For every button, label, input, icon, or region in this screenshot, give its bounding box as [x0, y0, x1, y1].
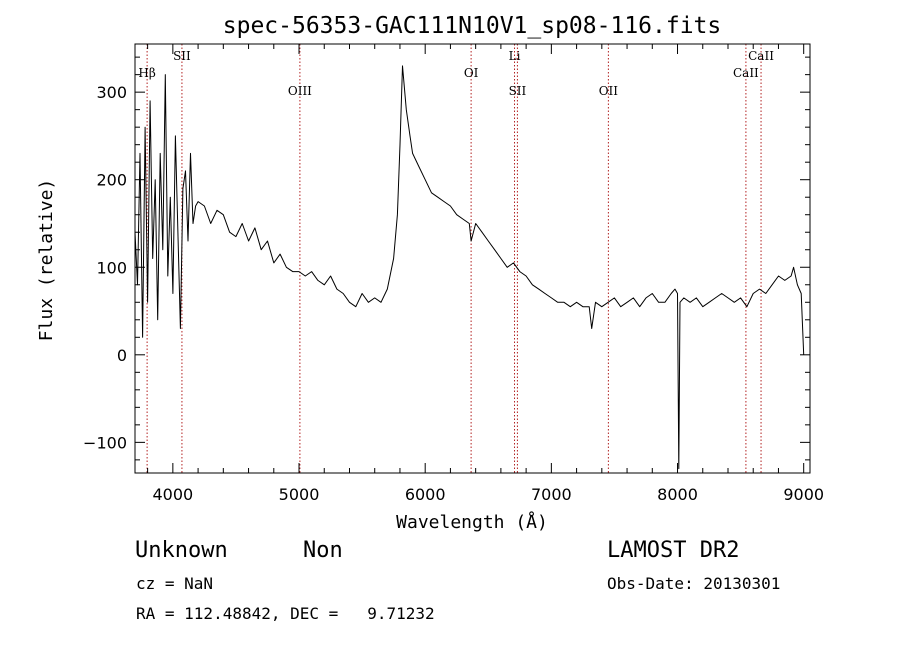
spectral-line-label: Hβ — [138, 66, 155, 80]
x-tick-label: 6000 — [405, 485, 446, 504]
sky-coordinates: RA = 112.48842, DEC = 9.71232 — [136, 604, 435, 623]
y-tick-label: 200 — [96, 171, 127, 190]
spectral-line-label: OIII — [288, 84, 312, 98]
y-axis-label: Flux (relative) — [36, 179, 57, 342]
x-tick-label: 9000 — [783, 485, 824, 504]
plot-frame — [134, 43, 811, 474]
spectral-line-label: SII — [509, 84, 527, 98]
redshift-cz: cz = NaN — [136, 574, 214, 593]
spectral-line-markers: Hβ SII OIII OI Li SII OII CaII CaII — [138, 44, 774, 473]
spectral-line-label: SII — [173, 49, 191, 63]
spectral-line-label: CaII — [733, 66, 759, 80]
object-class: Unknown — [135, 538, 228, 563]
object-subclass: Non — [303, 538, 343, 563]
chart-title: spec-56353-GAC111N10V1_sp08-116.fits — [223, 13, 722, 39]
spectrum-line — [134, 65, 805, 470]
survey-name: LAMOST DR2 — [607, 538, 740, 563]
y-tick-label: 100 — [96, 258, 127, 277]
x-tick-label: 7000 — [531, 485, 572, 504]
axis-ticks: 4000 5000 6000 7000 8000 9000 −100 0 100 200 300 — [83, 44, 824, 504]
spectrum-series — [134, 65, 805, 470]
x-tick-label: 4000 — [152, 485, 193, 504]
y-tick-label: 300 — [96, 83, 127, 102]
x-tick-label: 5000 — [279, 485, 320, 504]
spectral-line-label: CaII — [748, 49, 774, 63]
y-tick-label: 0 — [117, 346, 127, 365]
observation-date: Obs-Date: 20130301 — [607, 574, 781, 593]
spectrum-chart: spec-56353-GAC111N10V1_sp08-116.fits Hβ S… — [36, 13, 824, 533]
spectral-line-label: OI — [464, 66, 479, 80]
y-tick-label: −100 — [83, 433, 127, 452]
x-axis-label: Wavelength (Å) — [396, 511, 548, 533]
x-tick-label: 8000 — [657, 485, 698, 504]
spectral-line-label: OII — [599, 84, 619, 98]
spectral-line-label: Li — [509, 49, 521, 63]
